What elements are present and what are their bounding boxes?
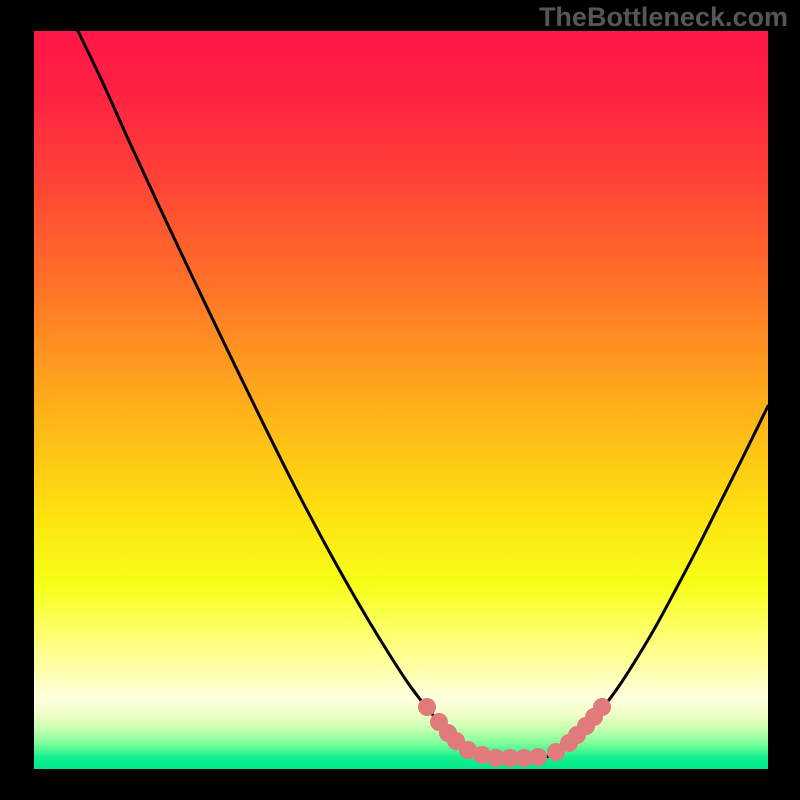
markers-layer <box>34 31 768 769</box>
chart-container: TheBottleneck.com <box>0 0 800 800</box>
data-marker <box>529 748 547 766</box>
data-marker <box>418 698 436 716</box>
data-marker <box>593 698 611 716</box>
watermark-text: TheBottleneck.com <box>539 2 788 33</box>
